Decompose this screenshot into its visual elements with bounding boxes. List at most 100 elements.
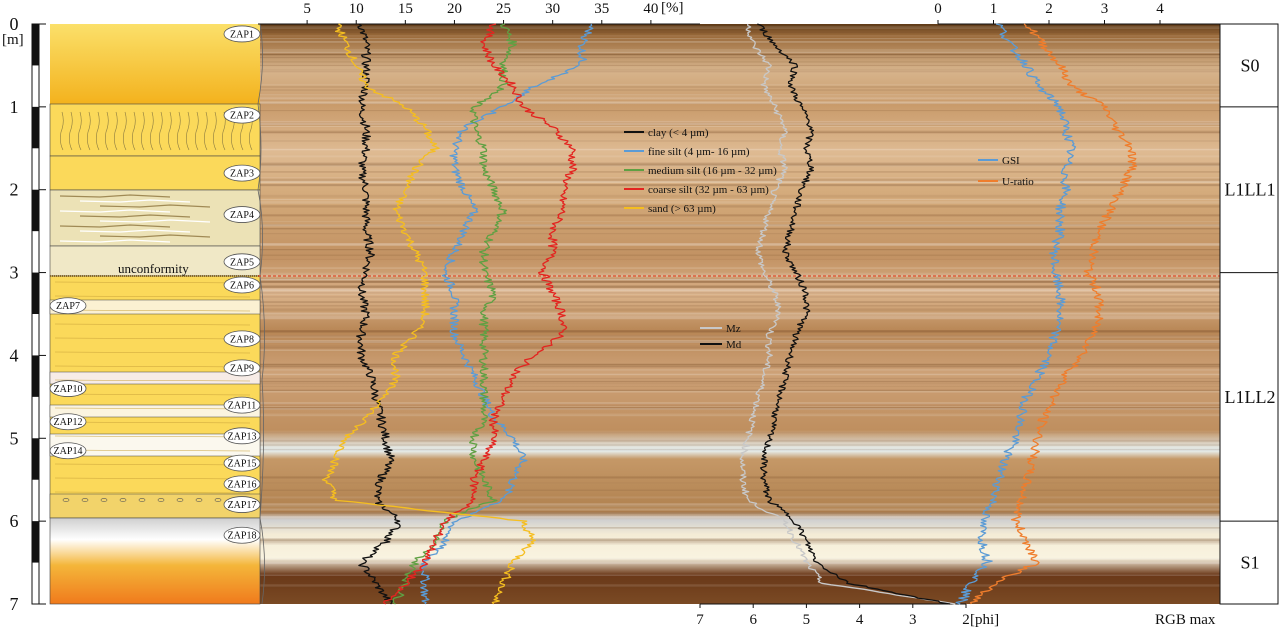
lithology-crack	[150, 111, 154, 151]
lithology-lamina	[59, 194, 171, 198]
legend-label: fine silt (4 µm- 16 µm)	[648, 146, 750, 158]
lithology-bedding	[54, 449, 251, 452]
color-stripe	[258, 432, 1220, 434]
grain-series-line-0	[356, 23, 401, 605]
color-stripe	[258, 408, 1220, 410]
percent-tick-labels: 5 10 15 20 25 30 35 40	[303, 1, 658, 24]
grain-series-line-4	[321, 23, 536, 605]
color-stripe	[258, 413, 1220, 415]
color-stripe	[258, 56, 1220, 59]
lithology-crack	[177, 111, 181, 151]
lithology-crack	[159, 111, 163, 151]
phi-tick-label: 5	[803, 612, 811, 628]
sample-markers: ZAP1 ZAP2 ZAP3 ZAP4 ZAP5 ZAP6 ZAP7 ZAP8 ZAP9 ZAP1…	[49, 25, 261, 544]
sample-label: ZAP2	[230, 111, 254, 122]
color-stripe	[258, 293, 1220, 295]
lithology-crack	[195, 111, 199, 151]
depth-scale-segment	[32, 438, 39, 480]
sample-oval	[49, 297, 87, 315]
phi-unit-label: [phi]	[970, 612, 999, 628]
lithology-bedding	[54, 393, 251, 396]
ratio-tick-label: 0	[934, 1, 942, 17]
color-stripe	[258, 496, 1220, 499]
lithology-lamina	[59, 209, 171, 213]
phi-series-line-0	[739, 23, 956, 605]
legend-label: sand (> 63 µm)	[648, 203, 716, 215]
lithology-crack	[168, 111, 172, 151]
color-stripe	[258, 94, 1220, 96]
sample-oval	[223, 276, 261, 294]
unit-label: L1LL1	[1225, 180, 1276, 200]
depth-scale-segment	[32, 272, 39, 314]
color-stripe	[258, 489, 1220, 491]
color-stripe	[258, 171, 1220, 173]
lithology-bedding	[54, 407, 251, 410]
lithology-s0	[50, 24, 260, 104]
color-stripe	[258, 155, 1220, 158]
sample-oval	[223, 496, 261, 513]
sample-oval	[49, 442, 87, 460]
unit-labels: S0 L1LL1 L1LL2 S1	[1220, 55, 1278, 573]
color-stripe	[258, 258, 1220, 260]
lithology-crack	[96, 111, 100, 151]
color-stripe	[258, 180, 1220, 184]
depth-tick-label: 0	[10, 14, 19, 34]
ratio-legend: GSI U-ratio	[978, 155, 1034, 188]
percent-tick-label: 5	[303, 1, 311, 17]
legend-label: GSI	[1002, 155, 1020, 167]
sample-label: ZAP15	[228, 459, 257, 470]
color-stripe	[258, 224, 1220, 227]
color-stripe	[258, 341, 1220, 343]
lithology-crack	[69, 111, 73, 151]
sample-oval	[223, 206, 261, 223]
color-stripe	[258, 414, 1220, 417]
color-stripe	[258, 391, 1220, 393]
unconformity-label: unconformity	[118, 261, 189, 276]
lithology-crack	[132, 111, 136, 151]
lithology-bedding	[54, 351, 251, 354]
depth-scale-segment	[32, 189, 39, 232]
color-stripe	[258, 279, 1220, 281]
color-stripe	[258, 101, 1220, 104]
percent-tick-label: 25	[496, 1, 511, 17]
color-stripe	[258, 349, 1220, 351]
lithology-lamina	[59, 239, 171, 243]
color-stripe	[258, 308, 1220, 311]
color-stripe	[258, 508, 1220, 511]
grain-series-line-1	[420, 23, 594, 605]
color-stripe	[258, 504, 1220, 508]
lithology-concretion	[214, 498, 222, 502]
percent-tick-label: 10	[349, 1, 364, 17]
color-stripe	[258, 476, 1220, 479]
color-stripe	[258, 574, 1220, 576]
lithology-concretion	[62, 498, 70, 502]
depth-tick-label: 5	[10, 428, 19, 448]
depth-tick-label: 6	[10, 511, 19, 531]
phi-series-line-1	[757, 23, 951, 605]
color-stripe	[258, 102, 1220, 104]
lithology-bedding	[54, 365, 251, 368]
lithology-lamina	[79, 199, 191, 203]
color-stripe	[258, 243, 1220, 246]
lithology-band-2	[49, 371, 261, 385]
legend-label: U-ratio	[1002, 176, 1034, 188]
color-stripe	[258, 162, 1220, 165]
units-column-box	[1219, 23, 1279, 605]
color-stripe	[258, 49, 1220, 52]
color-stripe	[258, 578, 1220, 580]
color-stripe	[258, 292, 1220, 294]
sample-label: ZAP11	[228, 401, 257, 412]
color-stripe	[258, 312, 1220, 315]
lithology-bedding	[54, 295, 251, 298]
lithology-concretion	[195, 498, 203, 502]
lithology-concretion	[100, 498, 108, 502]
color-stripe	[258, 86, 1220, 88]
color-stripe	[258, 68, 1220, 72]
color-stripe	[258, 402, 1220, 404]
color-stripe	[258, 164, 1220, 167]
color-stripe	[258, 363, 1220, 366]
ratio-axis: 0 1 2 3 4	[934, 1, 1220, 25]
color-stripe	[258, 482, 1220, 484]
color-stripe	[258, 132, 1220, 134]
color-stripe	[258, 516, 1220, 519]
